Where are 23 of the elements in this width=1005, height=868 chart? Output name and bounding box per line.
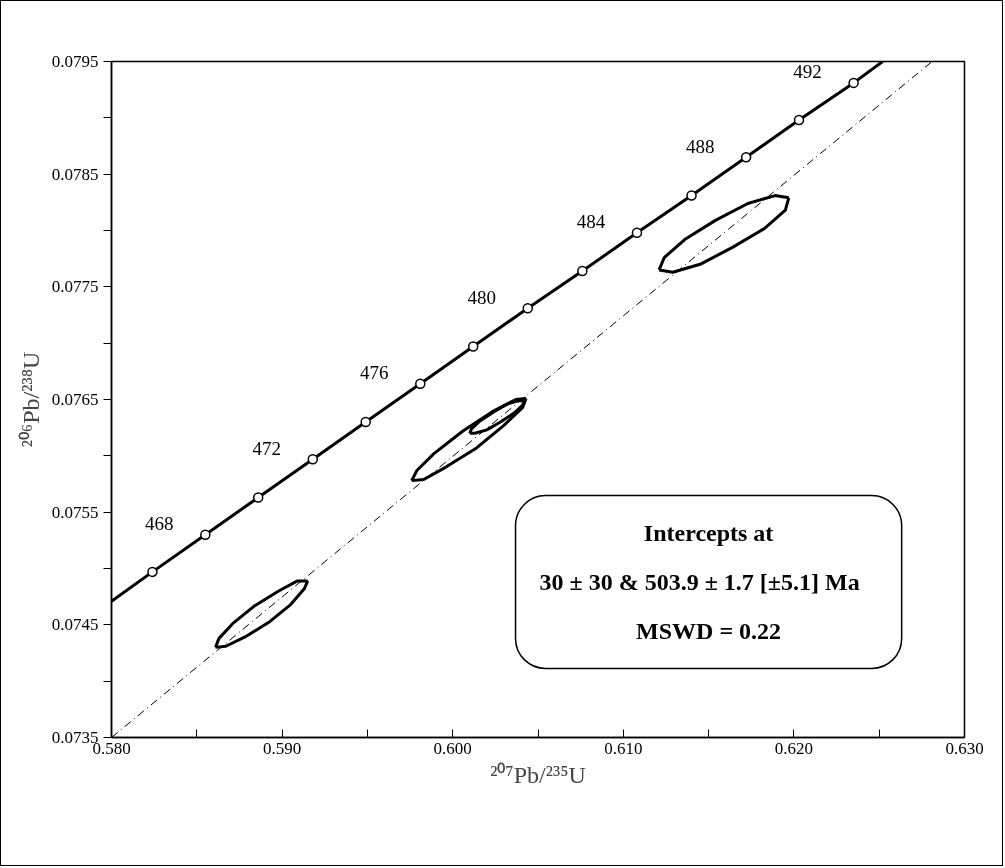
annotation: 492 [793, 61, 822, 83]
y-tick-label: 0.0795 [51, 52, 99, 71]
x-tick-label: 0.630 [945, 738, 984, 758]
y-tick-label: 0.0775 [51, 277, 99, 297]
annotation: 484 [576, 211, 606, 233]
annotation: 472 [252, 437, 282, 459]
annotation: 30 ± 30 & 503.9 ± 1.7 [±5.1] Ma [539, 569, 860, 596]
annotation: 480 [467, 286, 497, 308]
x-tick-label: 0.610 [604, 738, 643, 758]
y-tick-label: 0.0785 [51, 164, 99, 184]
y-axis-title: ²⁰⁶Pb/²³⁸U [17, 351, 44, 448]
x-tick-label: 0.600 [433, 738, 472, 758]
annotation: 488 [685, 135, 715, 157]
annotation: 476 [360, 362, 389, 384]
x-tick-label: 0.590 [262, 738, 302, 758]
annotation: 468 [145, 513, 174, 535]
y-tick-label: 0.0765 [51, 390, 99, 409]
y-tick-label: 0.0745 [51, 615, 99, 635]
x-tick-label: 0.620 [774, 738, 814, 758]
annotation: Intercepts at [643, 519, 774, 546]
annotation: MSWD = 0.22 [636, 618, 782, 645]
y-tick-label: 0.0755 [51, 502, 99, 522]
x-axis-title: ²⁰⁷Pb/²³⁵U [490, 761, 586, 788]
